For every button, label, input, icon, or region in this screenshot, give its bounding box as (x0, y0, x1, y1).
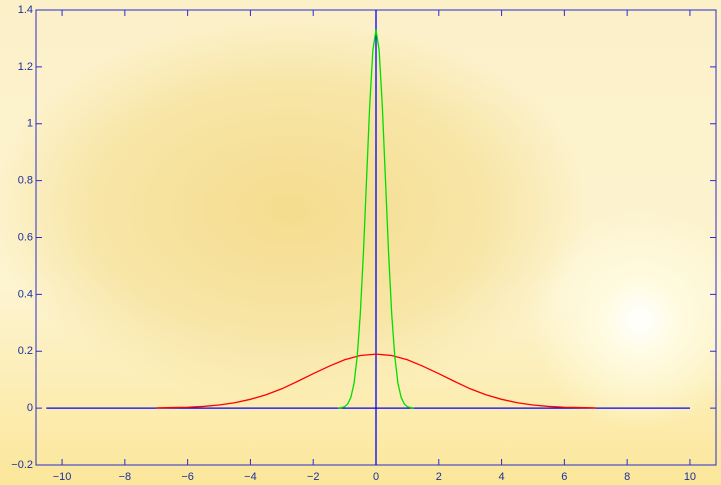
x-tick-label: −2 (307, 471, 320, 483)
page: −10 −8 −6 −4 −2 0 2 4 6 8 10 −0.2 0 0.2 0.4 0.6 0.8 1 1.2 1… (0, 0, 721, 485)
x-tick-label: −4 (244, 471, 257, 483)
x-tick-label: 0 (373, 471, 379, 483)
x-tick-label: −6 (181, 471, 194, 483)
y-tick-label: 1.4 (18, 4, 33, 16)
y-tick-label: 1.2 (18, 61, 33, 73)
x-tick-label: 6 (561, 471, 567, 483)
y-tick-label: 0 (27, 402, 33, 414)
y-tick-label: 0.6 (18, 231, 33, 243)
x-tick-label: −10 (53, 471, 72, 483)
chart: −10 −8 −6 −4 −2 0 2 4 6 8 10 −0.2 0 0.2 0.4 0.6 0.8 1 1.2 1… (0, 0, 721, 485)
x-tick-label: 4 (499, 471, 505, 483)
x-tick-label: −8 (119, 471, 132, 483)
y-tick-label: 0.4 (18, 288, 33, 300)
y-tick-label: 1 (27, 118, 33, 130)
y-tick-label: 0.8 (18, 175, 33, 187)
x-tick-label: 2 (436, 471, 442, 483)
x-tick-label: 8 (624, 471, 630, 483)
y-tick-label: 0.2 (18, 345, 33, 357)
x-tick-label: 10 (684, 471, 696, 483)
y-tick-label: −0.2 (11, 459, 33, 471)
